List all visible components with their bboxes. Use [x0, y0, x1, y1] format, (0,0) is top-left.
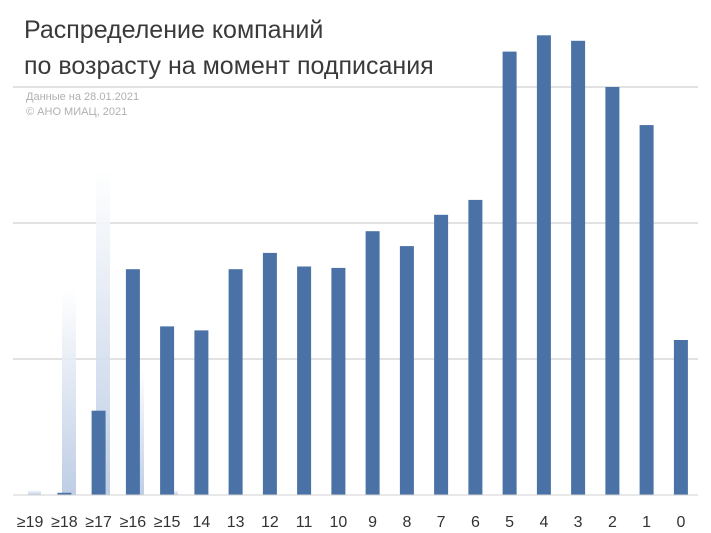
gridlines [13, 86, 698, 360]
bar-6 [468, 199, 483, 495]
x-tick-labels: ≥19 ≥18 ≥17 ≥16 ≥15 14 13 12 11 10 9 8 7 6 5 4 3 2 1 0 [17, 514, 686, 531]
bar-11 [297, 266, 312, 495]
x-tick-label: ≥15 [154, 514, 181, 531]
x-tick-label: 0 [676, 514, 685, 531]
bar-5 [502, 51, 517, 495]
x-tick-label: 3 [574, 514, 583, 531]
bar-10 [331, 267, 346, 495]
x-tick-label: 14 [193, 514, 211, 531]
x-tick-label: 4 [539, 514, 548, 531]
x-tick-label: 11 [296, 514, 313, 531]
chart-title-line-1: Распределение компаний [24, 16, 324, 44]
bar-≥16 [125, 269, 140, 495]
bar-0 [673, 340, 688, 495]
bar-≥18 [57, 492, 72, 495]
x-tick-label: 6 [471, 514, 480, 531]
bar-2 [605, 87, 620, 495]
bar-≥17 [91, 410, 106, 495]
bar-≥15 [160, 326, 175, 495]
bar-14 [194, 330, 209, 495]
x-tick-label: 2 [608, 514, 617, 531]
bar-1 [639, 125, 654, 495]
x-tick-label: 10 [330, 514, 348, 531]
x-tick-label: 13 [227, 514, 245, 531]
bar-3 [571, 40, 586, 496]
copyright-note: © АНО МИАЦ, 2021 [26, 106, 128, 118]
x-tick-label: ≥17 [85, 514, 112, 531]
x-tick-label: 12 [261, 514, 279, 531]
bars [23, 35, 688, 496]
bar-8 [399, 246, 414, 495]
data-date-note: Данные на 28.01.2021 [26, 91, 140, 103]
decorative-bar [62, 289, 76, 495]
decorative-bar [28, 490, 41, 495]
x-tick-label: 5 [505, 514, 514, 531]
bar-7 [434, 214, 449, 496]
bar-12 [262, 252, 277, 495]
bar-9 [365, 231, 380, 495]
x-tick-label: 8 [402, 514, 411, 531]
x-tick-label: ≥19 [17, 514, 44, 531]
x-tick-label: 9 [368, 514, 377, 531]
x-tick-label: 1 [642, 514, 651, 531]
x-tick-label: ≥18 [51, 514, 78, 531]
bar-4 [536, 35, 551, 496]
x-tick-label: ≥16 [120, 514, 147, 531]
chart-title-line-2: по возрасту на момент подписания [24, 52, 434, 80]
bar-13 [228, 269, 243, 495]
x-tick-label: 7 [437, 514, 446, 531]
